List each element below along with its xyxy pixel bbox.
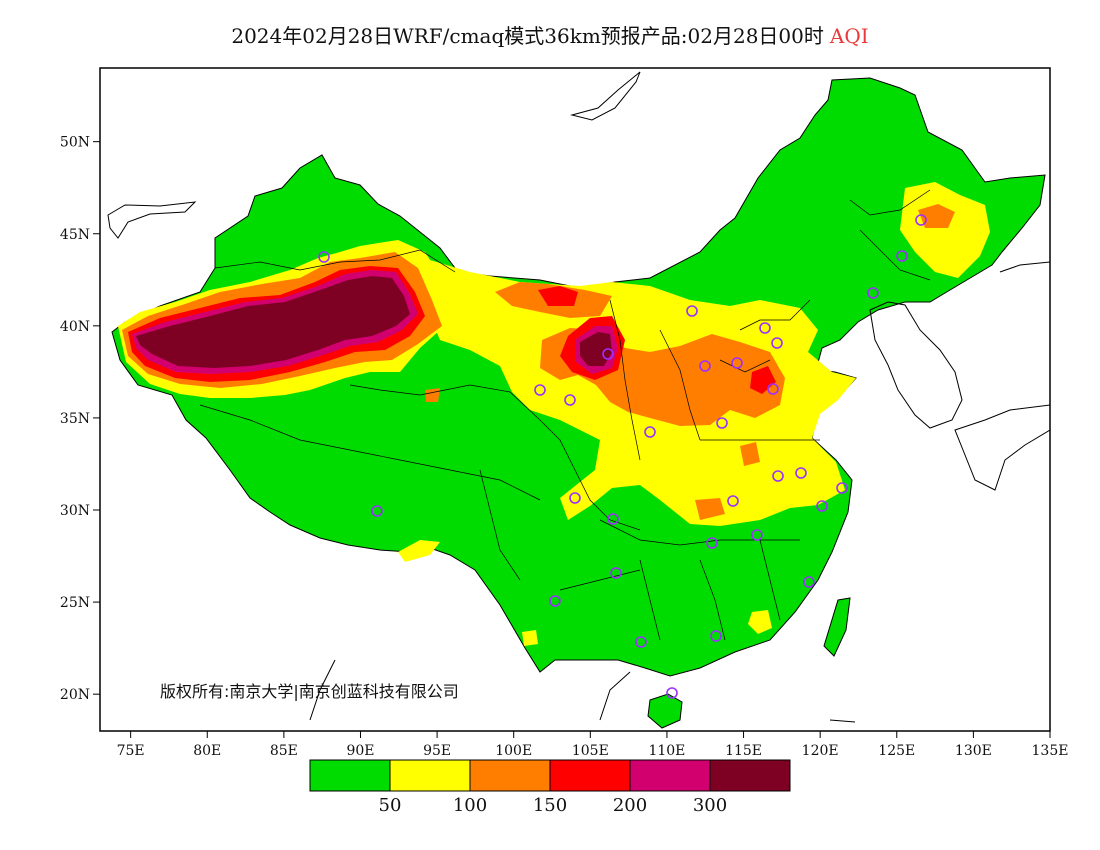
lat-tick-label: 25N xyxy=(60,595,90,611)
lon-tick-label: 90E xyxy=(346,743,374,759)
station-marker xyxy=(867,287,879,299)
lon-tick-label: 95E xyxy=(423,743,451,759)
lon-tick-label: 115E xyxy=(725,743,762,759)
aqi-yellow-tibet-patch xyxy=(398,540,440,562)
legend-swatch xyxy=(469,759,551,792)
lon-tick-label: 75E xyxy=(117,743,145,759)
station-marker xyxy=(644,426,656,438)
legend-swatch xyxy=(389,759,471,792)
lat-tick-label: 40N xyxy=(60,319,90,335)
legend-label: 100 xyxy=(453,795,487,816)
legend-swatch xyxy=(709,759,791,792)
station-markers xyxy=(318,214,927,699)
station-marker xyxy=(534,384,546,396)
lon-tick-label: 120E xyxy=(802,743,839,759)
station-marker xyxy=(731,357,743,369)
title-variable: AQI xyxy=(829,24,869,48)
station-marker xyxy=(569,492,581,504)
taiwan-island xyxy=(823,597,851,657)
lon-tick-label: 125E xyxy=(878,743,915,759)
station-marker xyxy=(686,305,698,317)
lat-tick-label: 35N xyxy=(60,411,90,427)
latitude-axis: 20N 25N 30N 35N 40N 45N 50N xyxy=(60,135,100,703)
lat-tick-label: 45N xyxy=(60,227,90,243)
legend-swatch xyxy=(309,759,391,792)
aqi-orange-qinghai xyxy=(425,388,440,402)
map-title: 2024年02月28日WRF/cmaq模式36km预报产品:02月28日00时 A… xyxy=(0,20,1100,49)
station-marker xyxy=(318,251,330,263)
station-marker xyxy=(549,595,561,607)
station-marker xyxy=(716,417,728,429)
legend-swatch xyxy=(549,759,631,792)
aqi-red-inner-mongolia xyxy=(538,286,578,306)
hainan-island xyxy=(647,693,683,729)
aqi-yellow-yunnan-patch xyxy=(522,630,538,646)
legend-label: 300 xyxy=(693,795,727,816)
copyright-text: 版权所有:南京大学|南京创蓝科技有限公司 xyxy=(160,682,459,701)
station-marker xyxy=(836,482,848,494)
station-marker xyxy=(371,505,383,517)
province-boundaries xyxy=(199,189,931,641)
station-marker xyxy=(666,687,678,699)
aqi-maroon-tarim xyxy=(136,276,410,368)
station-marker xyxy=(727,495,739,507)
lat-tick-label: 30N xyxy=(60,503,90,519)
aqi-orange-henan xyxy=(740,442,760,466)
aqi-orange-northeast xyxy=(918,204,955,228)
lon-tick-label: 80E xyxy=(193,743,221,759)
lat-tick-label: 50N xyxy=(60,135,90,151)
station-marker xyxy=(710,630,722,642)
lon-tick-label: 100E xyxy=(495,743,532,759)
lon-tick-label: 85E xyxy=(270,743,298,759)
station-marker xyxy=(915,214,927,226)
lon-tick-label: 135E xyxy=(1032,743,1069,759)
station-marker xyxy=(803,576,815,588)
legend-swatch xyxy=(629,759,711,792)
station-marker xyxy=(896,250,908,262)
lon-tick-label: 130E xyxy=(955,743,992,759)
map-frame xyxy=(99,67,1051,732)
title-main: 2024年02月28日WRF/cmaq模式36km预报产品:02月28日00时 xyxy=(231,24,824,48)
station-marker xyxy=(699,360,711,372)
lon-tick-label: 105E xyxy=(572,743,609,759)
station-marker xyxy=(564,394,576,406)
legend-label: 150 xyxy=(533,795,567,816)
legend-label: 50 xyxy=(379,795,402,816)
station-marker xyxy=(751,529,763,541)
station-marker xyxy=(610,567,622,579)
station-marker xyxy=(602,348,614,360)
lat-tick-label: 20N xyxy=(60,687,90,703)
station-marker xyxy=(767,383,779,395)
lon-tick-label: 110E xyxy=(648,743,685,759)
station-marker xyxy=(772,470,784,482)
station-marker xyxy=(706,537,718,549)
aqi-red-hebei xyxy=(750,366,776,394)
station-marker xyxy=(607,513,619,525)
aqi-yellow-south-patch xyxy=(748,610,772,634)
station-marker xyxy=(795,467,807,479)
aqi-yellow-northeast xyxy=(900,182,990,278)
station-marker xyxy=(759,322,771,334)
neighbor-coastlines xyxy=(107,71,1050,723)
legend-label: 200 xyxy=(613,795,647,816)
station-marker xyxy=(816,500,828,512)
station-marker xyxy=(635,636,647,648)
longitude-axis: 75E 80E 85E 90E 95E 100E 105E 110E 115E 120E 125E 1… xyxy=(117,731,1069,759)
aqi-orange-hubei xyxy=(695,498,725,520)
station-marker xyxy=(771,337,783,349)
aqi-legend: 50 100 150 200 300 xyxy=(309,759,791,816)
